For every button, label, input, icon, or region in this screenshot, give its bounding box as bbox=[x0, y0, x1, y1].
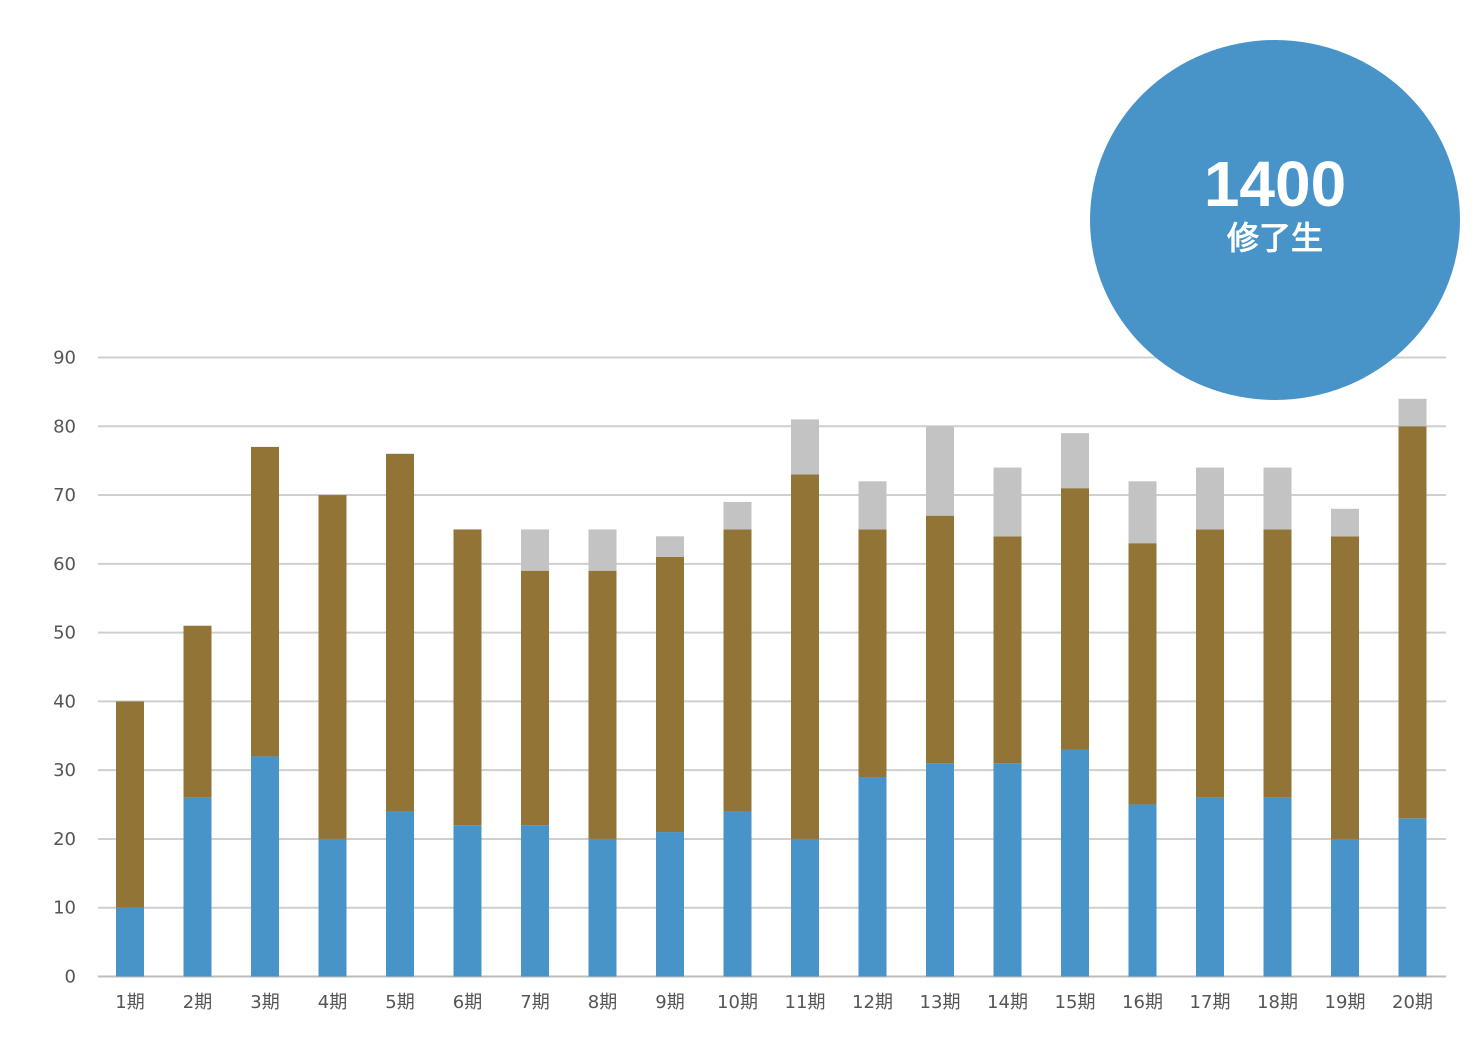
bar-segment-series-1 bbox=[656, 832, 684, 977]
bar-segment-series-1 bbox=[1263, 797, 1292, 977]
bar-segment-series-3 bbox=[926, 426, 954, 516]
bar-segment-series-3 bbox=[588, 529, 617, 571]
x-category-label: 2期 bbox=[183, 992, 212, 1013]
x-category-label: 6期 bbox=[453, 992, 482, 1013]
bar-segment-series-1 bbox=[993, 763, 1022, 977]
bar-segment-series-2 bbox=[116, 701, 144, 908]
bar-segment-series-2 bbox=[1398, 426, 1427, 819]
bar-segment-series-1 bbox=[791, 838, 819, 977]
y-tick-label: 10 bbox=[53, 898, 76, 919]
bar-segment-series-3 bbox=[858, 481, 887, 530]
bar-segment-series-2 bbox=[993, 536, 1022, 764]
x-category-label: 10期 bbox=[717, 992, 758, 1013]
x-category-label: 11期 bbox=[785, 992, 826, 1013]
bar-segment-series-2 bbox=[1331, 536, 1359, 839]
bar-segment-series-3 bbox=[656, 536, 684, 557]
bar-segment-series-1 bbox=[521, 825, 549, 977]
y-tick-label: 70 bbox=[53, 485, 76, 506]
bar-segment-series-3 bbox=[993, 467, 1022, 537]
bar-segment-series-2 bbox=[183, 625, 212, 798]
x-category-label: 5期 bbox=[385, 992, 414, 1013]
bar-segment-series-2 bbox=[1196, 529, 1224, 798]
bar-segment-series-3 bbox=[1128, 481, 1157, 544]
y-axis-tick-labels: 0 10 20 30 40 50 60 70 80 90 bbox=[53, 348, 76, 988]
bar-segment-series-2 bbox=[656, 556, 684, 833]
bar-segment-series-2 bbox=[858, 529, 887, 778]
bar-segment-series-2 bbox=[386, 453, 414, 812]
bar-segment-series-1 bbox=[453, 825, 482, 977]
bar-segment-series-3 bbox=[1331, 508, 1359, 537]
bar-segment-series-1 bbox=[1061, 749, 1089, 977]
graduates-count-badge: 1400 修了生 bbox=[1090, 40, 1460, 400]
bar-segment-series-1 bbox=[251, 756, 279, 977]
x-category-label: 14期 bbox=[987, 992, 1028, 1013]
bar-segment-series-2 bbox=[926, 515, 954, 764]
y-tick-label: 40 bbox=[53, 691, 76, 712]
bar-segment-series-3 bbox=[1263, 467, 1292, 530]
bar-segment-series-2 bbox=[1128, 543, 1157, 805]
bar-segment-series-1 bbox=[1196, 797, 1224, 977]
x-category-label: 7期 bbox=[520, 992, 549, 1013]
y-tick-label: 30 bbox=[53, 760, 76, 781]
x-category-label: 16期 bbox=[1122, 992, 1163, 1013]
x-category-label: 15期 bbox=[1055, 992, 1096, 1013]
bar-segment-series-2 bbox=[1263, 529, 1292, 798]
bar-segment-series-3 bbox=[791, 419, 819, 475]
bar-segment-series-2 bbox=[1061, 488, 1089, 750]
x-category-label: 13期 bbox=[920, 992, 961, 1013]
bar-segment-series-2 bbox=[521, 570, 549, 826]
bar-segment-series-3 bbox=[723, 501, 752, 530]
bar-segment-series-1 bbox=[588, 838, 617, 977]
x-category-label: 1期 bbox=[115, 992, 144, 1013]
grid-lines bbox=[98, 356, 1446, 978]
bar-segment-series-1 bbox=[1331, 838, 1359, 977]
bar-segment-series-1 bbox=[116, 907, 144, 977]
y-tick-label: 0 bbox=[65, 967, 76, 988]
bar-segment-series-2 bbox=[318, 495, 347, 839]
bar-segment-series-2 bbox=[251, 446, 279, 757]
y-tick-label: 50 bbox=[53, 623, 76, 644]
x-category-label: 9期 bbox=[655, 992, 684, 1013]
badge-label: 修了生 bbox=[1226, 219, 1323, 257]
bar-segment-series-1 bbox=[723, 811, 752, 977]
y-tick-label: 20 bbox=[53, 829, 76, 850]
x-category-label: 19期 bbox=[1325, 992, 1366, 1013]
bar-segment-series-1 bbox=[858, 777, 887, 977]
bar-segment-series-1 bbox=[183, 797, 212, 977]
badge-number: 1400 bbox=[1203, 148, 1347, 220]
bar-segment-series-2 bbox=[453, 529, 482, 826]
bar-segment-series-3 bbox=[1061, 433, 1089, 489]
bar-segment-series-2 bbox=[588, 570, 617, 839]
bar-segment-series-1 bbox=[386, 811, 414, 977]
x-axis-category-labels: 1期 2期 3期 4期 5期 6期 7期 8期 9期 10期 11期 12期 13期 14期 15期 16期 1… bbox=[115, 992, 1433, 1013]
x-category-label: 12期 bbox=[852, 992, 893, 1013]
bar-segment-series-1 bbox=[1398, 818, 1427, 977]
bar-segment-series-3 bbox=[521, 529, 549, 571]
bar-segment-series-2 bbox=[791, 474, 819, 839]
bar-segment-series-3 bbox=[1196, 467, 1224, 530]
x-category-label: 3期 bbox=[250, 992, 279, 1013]
x-category-label: 18期 bbox=[1257, 992, 1298, 1013]
bar-segment-series-1 bbox=[318, 838, 347, 977]
x-category-label: 17期 bbox=[1190, 992, 1231, 1013]
y-tick-label: 90 bbox=[53, 348, 76, 369]
y-tick-label: 60 bbox=[53, 554, 76, 575]
bar-segment-series-2 bbox=[723, 529, 752, 812]
bar-segment-series-3 bbox=[1398, 398, 1427, 427]
bar-segment-series-1 bbox=[1128, 804, 1157, 977]
x-category-label: 8期 bbox=[588, 992, 617, 1013]
x-category-label: 4期 bbox=[318, 992, 347, 1013]
y-tick-label: 80 bbox=[53, 416, 76, 437]
x-category-label: 20期 bbox=[1392, 992, 1433, 1013]
bars bbox=[116, 398, 1427, 977]
bar-segment-series-1 bbox=[926, 763, 954, 977]
